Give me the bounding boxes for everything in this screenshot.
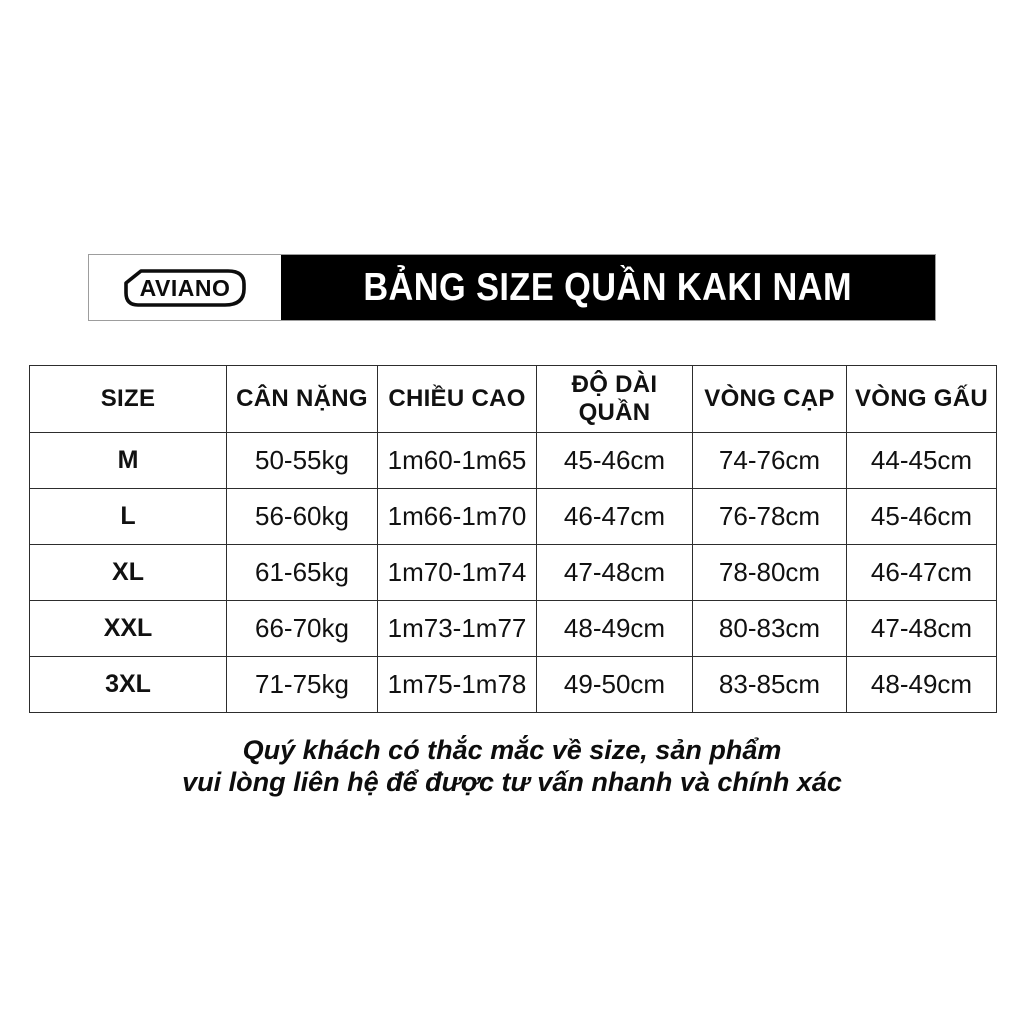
header-banner: AVIANO BẢNG SIZE QUẦN KAKI NAM bbox=[88, 254, 936, 321]
cell-waist: 80-83cm bbox=[692, 600, 847, 657]
cell-hem: 45-46cm bbox=[846, 488, 997, 545]
table-row-xl: XL 61-65kg 1m70-1m74 47-48cm 78-80cm 46-… bbox=[29, 544, 997, 601]
cell-height: 1m75-1m78 bbox=[377, 656, 537, 713]
cell-waist: 74-76cm bbox=[692, 432, 847, 489]
cell-size: XXL bbox=[29, 600, 227, 657]
cell-height: 1m70-1m74 bbox=[377, 544, 537, 601]
brand-logo-box: AVIANO bbox=[89, 255, 281, 320]
brand-logo-icon: AVIANO bbox=[124, 268, 246, 307]
cell-weight: 71-75kg bbox=[226, 656, 378, 713]
cell-weight: 66-70kg bbox=[226, 600, 378, 657]
cell-size: L bbox=[29, 488, 227, 545]
cell-hem: 48-49cm bbox=[846, 656, 997, 713]
cell-hem: 47-48cm bbox=[846, 600, 997, 657]
cell-waist: 78-80cm bbox=[692, 544, 847, 601]
cell-pants-length: 48-49cm bbox=[536, 600, 693, 657]
column-header-height: CHIỀU CAO bbox=[377, 365, 537, 433]
table-row-m: M 50-55kg 1m60-1m65 45-46cm 74-76cm 44-4… bbox=[29, 432, 997, 489]
size-table: SIZE CÂN NẶNG CHIỀU CAO ĐỘ DÀI QUẦN VÒNG… bbox=[29, 365, 997, 713]
table-header-row: SIZE CÂN NẶNG CHIỀU CAO ĐỘ DÀI QUẦN VÒNG… bbox=[29, 365, 997, 433]
cell-weight: 61-65kg bbox=[226, 544, 378, 601]
cell-hem: 46-47cm bbox=[846, 544, 997, 601]
cell-hem: 44-45cm bbox=[846, 432, 997, 489]
footer-note: Quý khách có thắc mắc về size, sản phẩm … bbox=[0, 734, 1024, 798]
column-header-weight: CÂN NẶNG bbox=[226, 365, 378, 433]
column-header-pants-length: ĐỘ DÀI QUẦN bbox=[536, 365, 693, 433]
footer-note-line2: vui lòng liên hệ để được tư vấn nhanh và… bbox=[182, 767, 842, 797]
cell-size: XL bbox=[29, 544, 227, 601]
footer-note-line1: Quý khách có thắc mắc về size, sản phẩm bbox=[242, 735, 782, 765]
cell-pants-length: 45-46cm bbox=[536, 432, 693, 489]
page-title: BẢNG SIZE QUẦN KAKI NAM bbox=[363, 265, 853, 309]
column-header-hem: VÒNG GẤU bbox=[846, 365, 997, 433]
table-row-3xl: 3XL 71-75kg 1m75-1m78 49-50cm 83-85cm 48… bbox=[29, 656, 997, 713]
cell-pants-length: 49-50cm bbox=[536, 656, 693, 713]
cell-size: 3XL bbox=[29, 656, 227, 713]
banner-title-box: BẢNG SIZE QUẦN KAKI NAM bbox=[281, 255, 935, 320]
column-header-waist: VÒNG CẠP bbox=[692, 365, 847, 433]
cell-weight: 50-55kg bbox=[226, 432, 378, 489]
table-row-l: L 56-60kg 1m66-1m70 46-47cm 76-78cm 45-4… bbox=[29, 488, 997, 545]
cell-height: 1m66-1m70 bbox=[377, 488, 537, 545]
cell-size: M bbox=[29, 432, 227, 489]
cell-height: 1m73-1m77 bbox=[377, 600, 537, 657]
column-header-size: SIZE bbox=[29, 365, 227, 433]
table-row-xxl: XXL 66-70kg 1m73-1m77 48-49cm 80-83cm 47… bbox=[29, 600, 997, 657]
cell-pants-length: 47-48cm bbox=[536, 544, 693, 601]
brand-logo-text: AVIANO bbox=[140, 275, 231, 301]
cell-waist: 83-85cm bbox=[692, 656, 847, 713]
cell-height: 1m60-1m65 bbox=[377, 432, 537, 489]
cell-pants-length: 46-47cm bbox=[536, 488, 693, 545]
cell-waist: 76-78cm bbox=[692, 488, 847, 545]
cell-weight: 56-60kg bbox=[226, 488, 378, 545]
